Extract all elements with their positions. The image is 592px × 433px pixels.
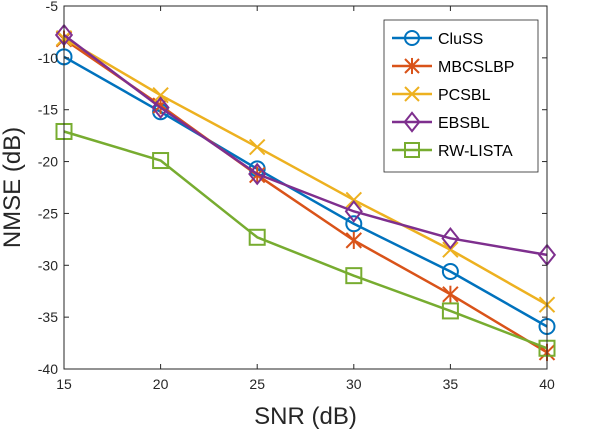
data-point-x (152, 86, 169, 104)
x-tick-label: 40 (539, 376, 555, 392)
legend: CluSS MBCSLBP PCSBL EBSBL RW-LISTA (383, 19, 539, 173)
data-point-x (442, 241, 459, 258)
data-point-asterisk (442, 285, 459, 303)
x-tick-label: 35 (443, 376, 459, 392)
data-point-square (441, 302, 459, 320)
series-line (63, 55, 548, 328)
data-point-diamond (441, 226, 460, 250)
legend-marker-square (404, 142, 420, 158)
x-tick-label: 25 (249, 376, 265, 392)
data-point-square (248, 228, 266, 246)
legend-label: CluSS (438, 31, 483, 48)
ticks-layer: 15 20 25 30 35 40 -5 -10 -15 -20 -25 -30 -35 -40 (38, 0, 555, 392)
legend-entry: PCSBL (392, 86, 491, 104)
legend-entry: CluSS (392, 30, 483, 48)
legend-marker-circle (404, 30, 420, 46)
data-point-asterisk (345, 231, 363, 250)
legend-entry: RW-LISTA (392, 142, 513, 160)
legend-entry: EBSBL (392, 111, 490, 133)
legend-label: RW-LISTA (438, 143, 513, 160)
x-tick-label: 15 (56, 376, 72, 392)
legend-label: EBSBL (438, 115, 490, 132)
data-point-x (345, 191, 363, 209)
y-tick-label: -40 (38, 361, 58, 377)
y-tick-label: -25 (38, 205, 58, 221)
y-tick-label: -30 (38, 257, 58, 273)
series-line (63, 37, 548, 306)
legend-entry: MBCSLBP (392, 57, 514, 76)
y-tick-label: -10 (38, 50, 58, 66)
data-point-x (248, 138, 266, 156)
data-point-diamond (344, 200, 363, 223)
x-tick-label: 30 (346, 376, 362, 392)
y-axis-title: NMSE (dB) (0, 127, 26, 248)
y-tick-label: -15 (38, 102, 58, 118)
series-line (63, 130, 548, 350)
legend-label: PCSBL (438, 87, 491, 104)
axes-box (63, 5, 548, 370)
legend-marker-diamond (403, 111, 421, 133)
legend-label: MBCSLBP (438, 59, 514, 76)
data-point-diamond (248, 162, 267, 186)
data-point-square (152, 152, 170, 170)
data-point-circle (345, 215, 363, 233)
data-point-circle (441, 263, 459, 281)
y-tick-label: -5 (46, 0, 59, 14)
series-layer (54, 23, 557, 362)
x-axis-title: SNR (dB) (254, 403, 357, 430)
legend-marker-x (404, 86, 420, 102)
y-tick-label: -20 (38, 154, 58, 170)
y-tick-label: -35 (38, 309, 58, 325)
x-tick-label: 20 (153, 376, 169, 392)
legend-marker-asterisk (404, 57, 420, 75)
data-point-square (345, 267, 363, 285)
series-line (63, 34, 548, 257)
data-point-diamond (151, 96, 170, 119)
